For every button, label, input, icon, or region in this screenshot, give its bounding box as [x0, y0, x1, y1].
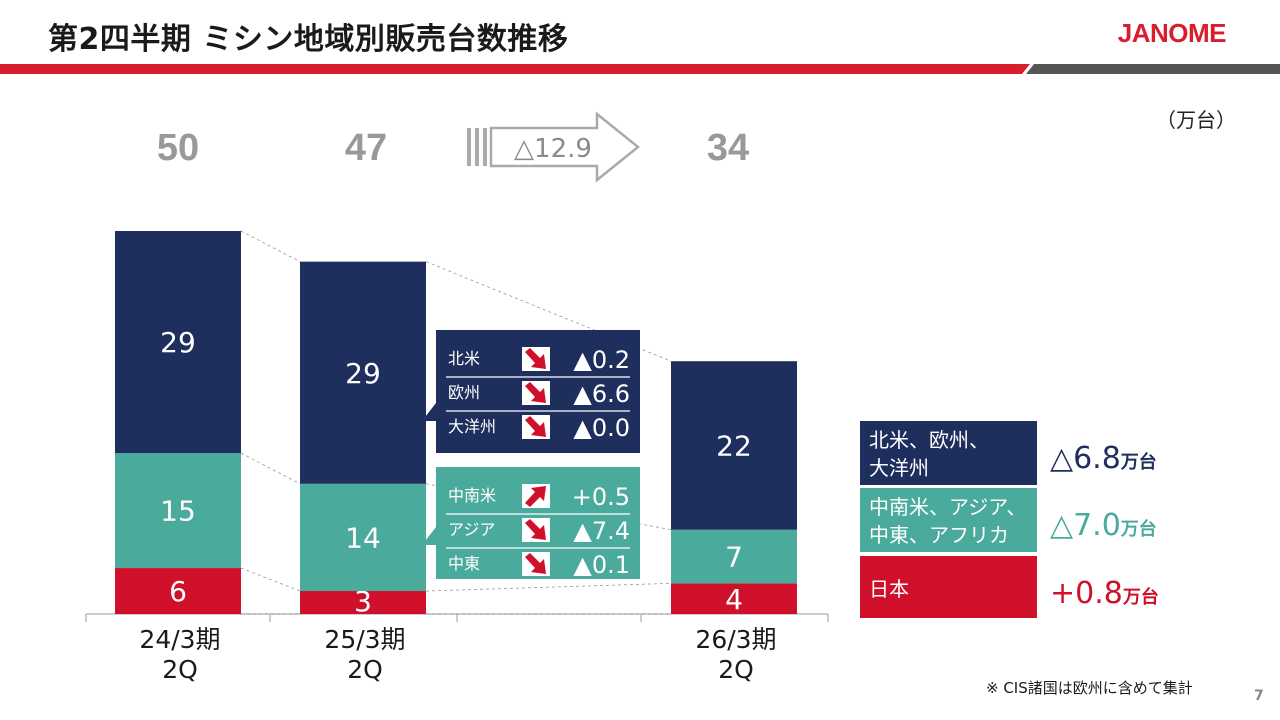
- bar-segment: [671, 361, 797, 530]
- slide-title: 第2四半期 ミシン地域別販売台数推移: [48, 22, 569, 57]
- bar-value-label: 29: [160, 326, 196, 359]
- bar-segment: [115, 453, 241, 569]
- arrow-up-icon: [525, 486, 546, 507]
- detail-box-pointer: [422, 527, 436, 545]
- total-label: 47: [345, 127, 387, 169]
- detail-row-label: 大洋州: [448, 417, 496, 436]
- category-label: 2Q: [162, 655, 198, 684]
- header-band: [0, 64, 1280, 74]
- category-label: 25/3期: [324, 625, 405, 654]
- bar-value-label: 4: [725, 583, 743, 616]
- arrow-stripe: [467, 128, 471, 166]
- category-label: 26/3期: [695, 625, 776, 654]
- bar-segment: [115, 568, 241, 614]
- category-label: 2Q: [718, 655, 754, 684]
- bar-value-label: 14: [345, 521, 381, 554]
- detail-row-label: アジア: [448, 520, 495, 539]
- category-label: 24/3期: [139, 625, 220, 654]
- total-label: 50: [157, 127, 199, 169]
- connector-line: [425, 582, 672, 592]
- legend-label: 日本: [869, 577, 909, 601]
- detail-row-value: ▲0.1: [573, 551, 630, 579]
- legend-label: 中南米、アジア、: [869, 495, 1026, 519]
- legend-change-value: △6.8万台: [1050, 441, 1157, 476]
- page-number: 7: [1254, 688, 1264, 704]
- arrow-down-icon: [525, 553, 546, 574]
- footnote: ※ CIS諸国は欧州に含めて集計: [986, 679, 1193, 697]
- detail-row-value: +0.5: [572, 483, 630, 511]
- connector-line: [425, 261, 672, 362]
- bar-value-label: 6: [169, 575, 187, 608]
- bar-value-label: 3: [354, 585, 372, 618]
- legend-change-value: +0.8万台: [1050, 576, 1159, 611]
- bar-value-label: 7: [725, 541, 743, 574]
- arrow-down-icon: [525, 382, 546, 403]
- legend-label: 中東、アフリカ: [869, 523, 1009, 547]
- category-label: 2Q: [347, 655, 383, 684]
- legend-swatch: [860, 556, 1037, 618]
- arrow-stripe: [475, 128, 479, 166]
- detail-row-value: ▲0.2: [573, 346, 630, 374]
- legend-swatch: [860, 421, 1037, 485]
- detail-row-label: 中南米: [448, 486, 496, 505]
- bar-segment: [300, 261, 426, 484]
- detail-box-pointer: [422, 403, 436, 421]
- arrow-down-icon: [525, 416, 546, 437]
- total-label: 34: [707, 127, 749, 169]
- bar-segment: [671, 529, 797, 584]
- change-arrow: [489, 111, 640, 183]
- detail-row-value: ▲7.4: [573, 517, 630, 545]
- bar-segment: [300, 591, 426, 614]
- bar-value-label: 22: [716, 430, 752, 463]
- legend-swatch: [860, 488, 1037, 552]
- arrow-down-icon: [525, 519, 546, 540]
- detail-row-value: ▲0.0: [573, 414, 630, 442]
- legend-label: 大洋州: [869, 456, 929, 480]
- bar-segment: [671, 583, 797, 614]
- bar-segment: [300, 483, 426, 592]
- unit-label: （万台）: [1156, 108, 1236, 132]
- connector-line: [240, 567, 301, 592]
- arrow-down-icon: [525, 348, 546, 369]
- detail-row-label: 北米: [448, 349, 480, 368]
- detail-row-label: 中東: [448, 554, 480, 573]
- legend-label: 北米、欧州、: [869, 428, 989, 452]
- bar-value-label: 15: [160, 495, 196, 528]
- legend-change-value: △7.0万台: [1050, 508, 1157, 543]
- connector-line: [240, 230, 301, 262]
- arrow-stripe: [483, 128, 487, 166]
- brand-logo: JANOME: [1117, 18, 1227, 48]
- detail-row-value: ▲6.6: [573, 380, 630, 408]
- bar-segment: [115, 231, 241, 454]
- detail-row-label: 欧州: [448, 383, 480, 402]
- connector-line: [240, 452, 301, 485]
- bar-value-label: 29: [345, 357, 381, 390]
- change-arrow-label: △12.9: [514, 134, 592, 164]
